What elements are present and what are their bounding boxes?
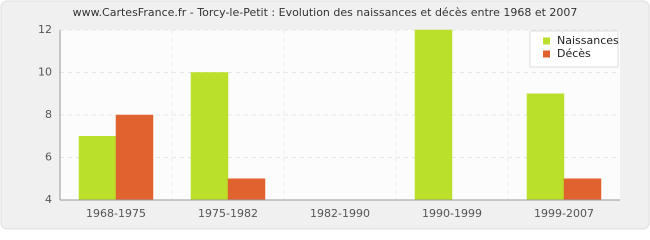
legend-label: Décès [557, 47, 591, 60]
bar [190, 72, 229, 201]
legend-box [529, 30, 619, 68]
x-tick-label: 1975-1982 [198, 207, 258, 220]
bar [115, 114, 154, 201]
y-tick-label: 4 [45, 193, 52, 206]
chart-title: www.CartesFrance.fr - Torcy-le-Petit : E… [73, 6, 578, 19]
legend-swatch [543, 37, 550, 45]
bar [526, 93, 565, 201]
legend-label: Naissances [557, 34, 619, 47]
bar [414, 29, 453, 201]
x-tick-label: 1999-2007 [534, 207, 594, 220]
x-tick-label: 1968-1975 [86, 207, 146, 220]
y-tick-label: 8 [45, 108, 52, 121]
chart: www.CartesFrance.fr - Torcy-le-Petit : E… [0, 0, 650, 230]
y-tick-label: 6 [45, 151, 52, 164]
bar [563, 178, 602, 201]
x-tick-label: 1990-1999 [422, 207, 482, 220]
x-tick-label: 1982-1990 [310, 207, 370, 220]
y-tick-label: 12 [38, 23, 52, 36]
legend-swatch [543, 50, 550, 58]
bar [78, 136, 117, 201]
bar [227, 178, 266, 201]
y-tick-label: 10 [38, 66, 52, 79]
